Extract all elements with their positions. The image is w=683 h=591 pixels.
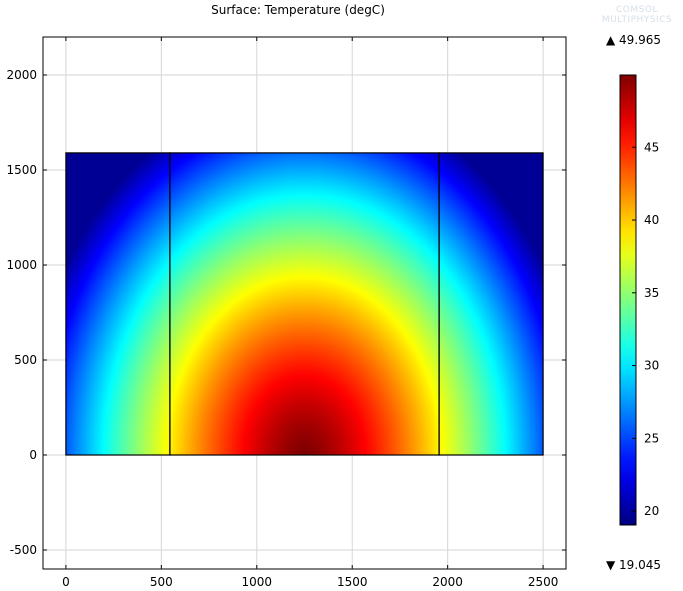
colorbar-bar — [619, 74, 637, 526]
y-tick-label: 1000 — [6, 258, 37, 272]
colorbar-tick-label: 35 — [644, 286, 659, 300]
colorbar-tick-label: 40 — [644, 213, 659, 227]
temperature-field — [65, 152, 543, 455]
y-tick-label: -500 — [10, 543, 37, 557]
x-tick-label: 2000 — [432, 575, 463, 589]
y-tick-label: 1500 — [6, 163, 37, 177]
domain-boundary-3 — [438, 152, 544, 456]
watermark-line1: COMSOL — [616, 5, 658, 15]
comsol-watermark: COMSOL MULTIPHYSICS — [592, 5, 682, 25]
colorbar-min-label: ▼ 19.045 — [606, 558, 661, 572]
colorbar-tick-label: 45 — [644, 140, 659, 154]
x-tick-label: 1000 — [242, 575, 273, 589]
colorbar-tick-label: 30 — [644, 359, 659, 373]
x-tick-label: 0 — [62, 575, 70, 589]
colorbar-tick-label: 25 — [644, 431, 659, 445]
x-tick-label: 500 — [150, 575, 173, 589]
y-tick-label: 500 — [14, 353, 37, 367]
x-tick-label: 1500 — [337, 575, 368, 589]
plot-title: Surface: Temperature (degC) — [211, 3, 385, 17]
watermark-line2: MULTIPHYSICS — [601, 15, 673, 25]
colorbar: 20 25 30 35 40 45 ▲ 49.965 ▼ 19.045 — [606, 33, 661, 572]
y-tick-label: 2000 — [6, 68, 37, 82]
y-tick-label: 0 — [29, 448, 37, 462]
x-tick-label: 2500 — [528, 575, 559, 589]
colorbar-max-label: ▲ 49.965 — [606, 33, 661, 47]
plot-area: 0 500 1000 1500 2000 2500 -500 0 500 1000 1500 2000 — [6, 36, 567, 589]
colorbar-tick-label: 20 — [644, 504, 659, 518]
